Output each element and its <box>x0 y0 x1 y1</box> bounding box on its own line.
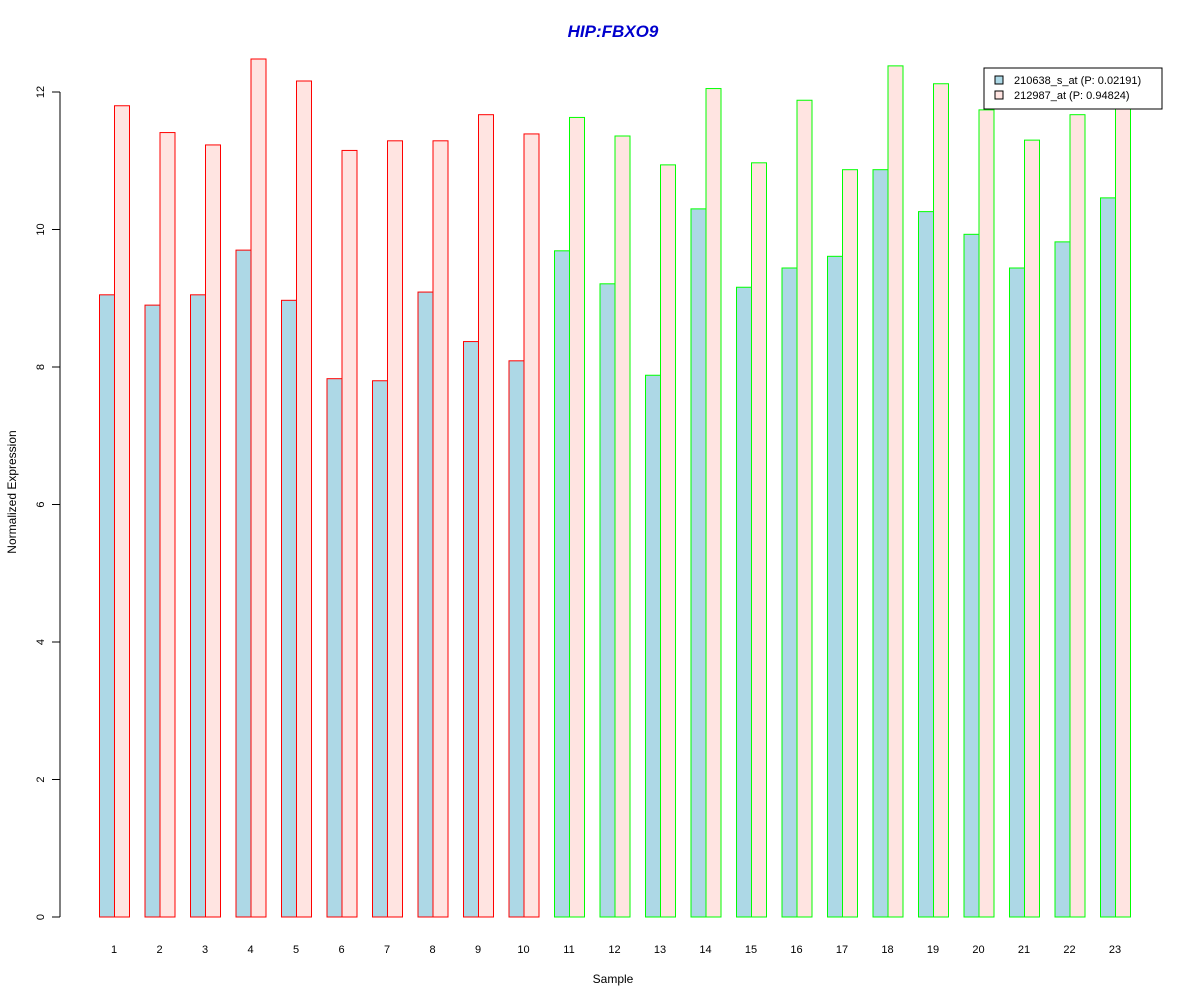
bar-series-2 <box>705 88 722 918</box>
x-tick-label: 7 <box>384 944 390 956</box>
y-tick-label: 12 <box>35 86 47 98</box>
bar-series-1 <box>781 267 798 918</box>
x-tick-label: 17 <box>836 944 848 956</box>
bar-series-1 <box>190 294 206 918</box>
y-tick-label: 4 <box>35 639 47 645</box>
bar-series-1 <box>235 249 252 918</box>
bar-series-2 <box>432 140 449 918</box>
bar-series-2 <box>341 149 358 918</box>
x-tick-label: 9 <box>475 944 481 956</box>
y-tick-label: 10 <box>35 223 47 235</box>
x-tick-label: 13 <box>654 944 666 956</box>
x-tick-label: 20 <box>972 944 984 956</box>
bar-series-1 <box>645 374 661 918</box>
x-tick-label: 1 <box>111 944 117 956</box>
x-tick-label: 22 <box>1063 944 1075 956</box>
x-axis-label: Sample <box>593 972 634 986</box>
bar-series-2 <box>1115 106 1131 918</box>
bar-series-2 <box>387 140 403 918</box>
bar-series-1 <box>1009 267 1025 918</box>
bar-series-1 <box>963 233 980 918</box>
x-tick-label: 12 <box>608 944 620 956</box>
x-tick-label: 4 <box>247 944 253 956</box>
x-tick-label: 15 <box>745 944 757 956</box>
x-tick-label: 23 <box>1109 944 1121 956</box>
bar-group <box>99 58 1131 918</box>
x-tick-label: 11 <box>563 944 574 956</box>
bar-series-1 <box>372 380 388 918</box>
bar-series-2 <box>660 164 676 918</box>
x-tick-label: 14 <box>699 944 711 956</box>
bar-series-1 <box>554 250 570 918</box>
bar-series-1 <box>918 211 934 918</box>
bar-series-2 <box>1024 139 1040 918</box>
x-tick-label: 5 <box>293 944 299 956</box>
bar-series-2 <box>933 83 949 918</box>
bar-series-1 <box>736 286 752 918</box>
bar-series-2 <box>478 114 494 918</box>
x-tick-label: 21 <box>1018 944 1030 956</box>
bar-series-2 <box>887 65 904 918</box>
x-tick-label: 6 <box>338 944 344 956</box>
bar-series-1 <box>508 360 525 918</box>
bar-series-1 <box>463 341 479 918</box>
bar-series-2 <box>1069 114 1086 918</box>
bar-series-2 <box>796 99 813 918</box>
y-tick-label: 0 <box>35 914 47 920</box>
x-tick-labels: 1 2 3 4 5 6 7 8 9 10 11 12 13 14 15 16 17 18 19 20 21 22 23 <box>111 944 1121 956</box>
legend-swatch <box>994 90 1004 100</box>
bar-series-2 <box>978 109 995 918</box>
bar-series-1 <box>599 283 616 918</box>
bar-series-1 <box>1054 241 1071 918</box>
legend-entry: 212987_at (P: 0.94824) <box>1014 90 1130 102</box>
bar-series-1 <box>326 378 343 918</box>
bar-series-2 <box>205 144 221 918</box>
bar-series-1 <box>690 208 707 918</box>
y-axis-label: Normalized Expression <box>5 430 19 553</box>
bar-series-2 <box>842 169 858 918</box>
x-tick-label: 8 <box>429 944 435 956</box>
bar-series-2 <box>159 132 176 918</box>
bar-series-1 <box>872 169 889 918</box>
y-tick-label: 2 <box>35 776 47 782</box>
legend-entry: 210638_s_at (P: 0.02191) <box>1014 75 1141 87</box>
x-tick-label: 19 <box>927 944 939 956</box>
y-axis: 0 2 4 6 8 10 12 <box>35 86 61 920</box>
legend: 210638_s_at (P: 0.02191) 212987_at (P: 0.… <box>983 67 1163 110</box>
bar-series-1 <box>1100 197 1116 918</box>
x-tick-label: 2 <box>156 944 162 956</box>
bar-series-1 <box>281 299 297 918</box>
bar-series-2 <box>250 58 267 918</box>
x-tick-label: 16 <box>790 944 802 956</box>
bar-series-1 <box>99 294 115 918</box>
legend-swatch <box>994 75 1004 85</box>
bar-series-1 <box>144 304 161 918</box>
bar-series-2 <box>751 162 767 918</box>
chart-title: HIP:FBXO9 <box>568 22 659 41</box>
bar-series-1 <box>417 291 434 918</box>
bar-series-2 <box>614 135 631 918</box>
bar-series-2 <box>569 116 585 918</box>
y-tick-label: 8 <box>35 364 47 370</box>
x-tick-label: 3 <box>202 944 208 956</box>
bar-series-2 <box>523 133 540 918</box>
bar-series-2 <box>114 105 130 918</box>
bar-series-1 <box>827 255 843 918</box>
x-tick-label: 18 <box>881 944 893 956</box>
legend-box <box>983 67 1163 110</box>
x-tick-label: 10 <box>517 944 529 956</box>
y-tick-label: 6 <box>35 501 47 507</box>
bar-series-2 <box>296 80 312 918</box>
